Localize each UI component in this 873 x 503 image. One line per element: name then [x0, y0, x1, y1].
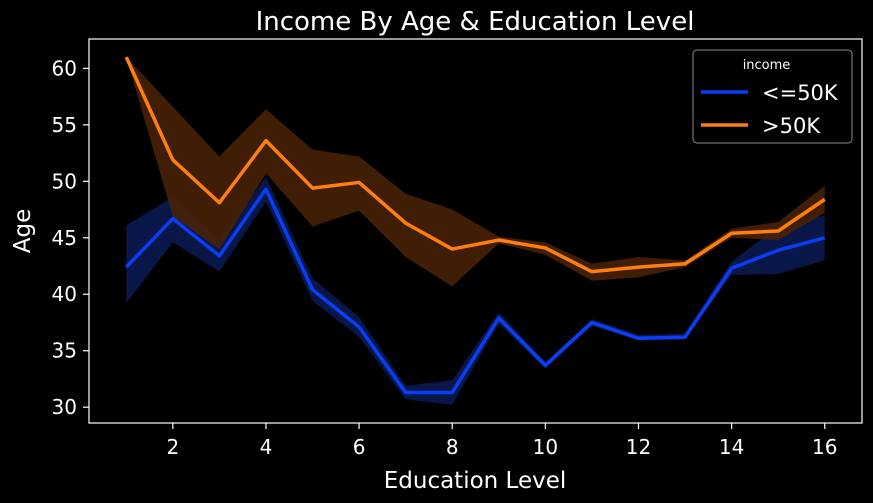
x-tick-label: 10: [533, 435, 558, 459]
x-axis-label: Education Level: [384, 468, 567, 494]
y-tick-label: 35: [52, 339, 77, 363]
legend: income <=50K >50K: [692, 49, 853, 144]
x-tick-label: 12: [626, 435, 651, 459]
x-tick-label: 6: [353, 435, 366, 459]
confidence-band-2: [126, 57, 825, 287]
x-axis: 2 4 6 8 10 12 14 16: [166, 423, 837, 459]
confidence-bands: [126, 57, 825, 405]
plot-frame: [88, 38, 863, 424]
x-tick-label: 14: [719, 435, 744, 459]
x-tick-label: 8: [446, 435, 459, 459]
y-tick-label: 45: [52, 226, 77, 250]
y-tick-label: 40: [52, 282, 77, 306]
confidence-band-1: [126, 176, 825, 405]
x-tick-label: 2: [166, 435, 179, 459]
series-lines: [124, 56, 826, 395]
x-tick-label: 16: [812, 435, 837, 459]
legend-title: income: [743, 58, 791, 73]
y-tick-label: 60: [52, 56, 77, 80]
chart-title: Income By Age & Education Level: [256, 7, 695, 37]
y-tick-label: 30: [52, 395, 77, 419]
y-tick-label: 50: [52, 169, 77, 193]
legend-box: [692, 49, 853, 144]
series-line-2: [124, 56, 826, 274]
y-axis: 30 35 40 45 50 55 60: [52, 56, 89, 419]
y-tick-label: 55: [52, 113, 77, 137]
legend-label: >50K: [762, 114, 821, 138]
series-line-1: [124, 187, 826, 395]
x-tick-label: 4: [260, 435, 273, 459]
y-axis-label: Age: [10, 209, 36, 253]
legend-label: <=50K: [762, 81, 839, 105]
